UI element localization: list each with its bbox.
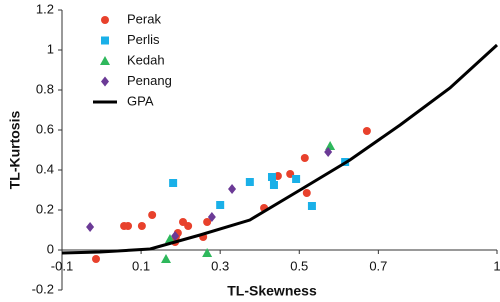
- y-tick-label: 0.8: [36, 81, 54, 96]
- point: [92, 255, 101, 263]
- point: [137, 222, 146, 230]
- y-tick-label: 1.2: [36, 1, 54, 16]
- point: [169, 179, 178, 187]
- y-axis-title: TL-Kurtosis: [7, 111, 23, 190]
- legend-label: Penang: [127, 73, 172, 88]
- legend-label: Perak: [127, 11, 161, 26]
- legend-marker: [101, 76, 109, 87]
- point: [269, 181, 278, 189]
- x-tick-label: 1: [493, 258, 500, 273]
- legend-label: Kedah: [127, 52, 165, 67]
- x-tick-label: -0.1: [51, 258, 73, 273]
- point: [202, 248, 213, 257]
- point: [228, 184, 237, 194]
- point: [325, 141, 336, 150]
- point: [324, 147, 333, 157]
- point: [245, 178, 254, 186]
- legend-marker: [101, 16, 109, 24]
- point: [86, 222, 95, 232]
- point: [164, 234, 175, 243]
- x-axis-title: TL-Skewness: [227, 283, 317, 299]
- point: [300, 154, 309, 162]
- point: [216, 201, 225, 209]
- legend-marker: [100, 56, 110, 65]
- point: [302, 189, 311, 197]
- point: [207, 212, 216, 222]
- legend-label: Perlis: [127, 32, 160, 47]
- point: [362, 127, 371, 135]
- y-tick-label: 0.2: [36, 201, 54, 216]
- point: [292, 175, 301, 183]
- y-tick-label: 0.4: [36, 161, 54, 176]
- y-tick-label: 0.6: [36, 121, 54, 136]
- x-tick-label: 0.5: [290, 258, 308, 273]
- x-tick-label: 0.7: [369, 258, 387, 273]
- legend-label: GPA: [127, 93, 154, 108]
- point: [184, 222, 193, 230]
- y-tick-label: 1: [47, 41, 54, 56]
- legend-marker: [101, 36, 109, 45]
- gpa-curve: [61, 43, 499, 255]
- y-tick-label: 0: [47, 241, 54, 256]
- point: [267, 173, 276, 181]
- x-tick-label: 0.1: [132, 258, 150, 273]
- y-tick-label: -0.2: [32, 281, 54, 296]
- x-tick-label: 0.3: [211, 258, 229, 273]
- point: [307, 202, 316, 210]
- point: [148, 211, 157, 219]
- point: [171, 231, 180, 241]
- point: [124, 222, 133, 230]
- point: [203, 218, 212, 226]
- point: [161, 254, 172, 263]
